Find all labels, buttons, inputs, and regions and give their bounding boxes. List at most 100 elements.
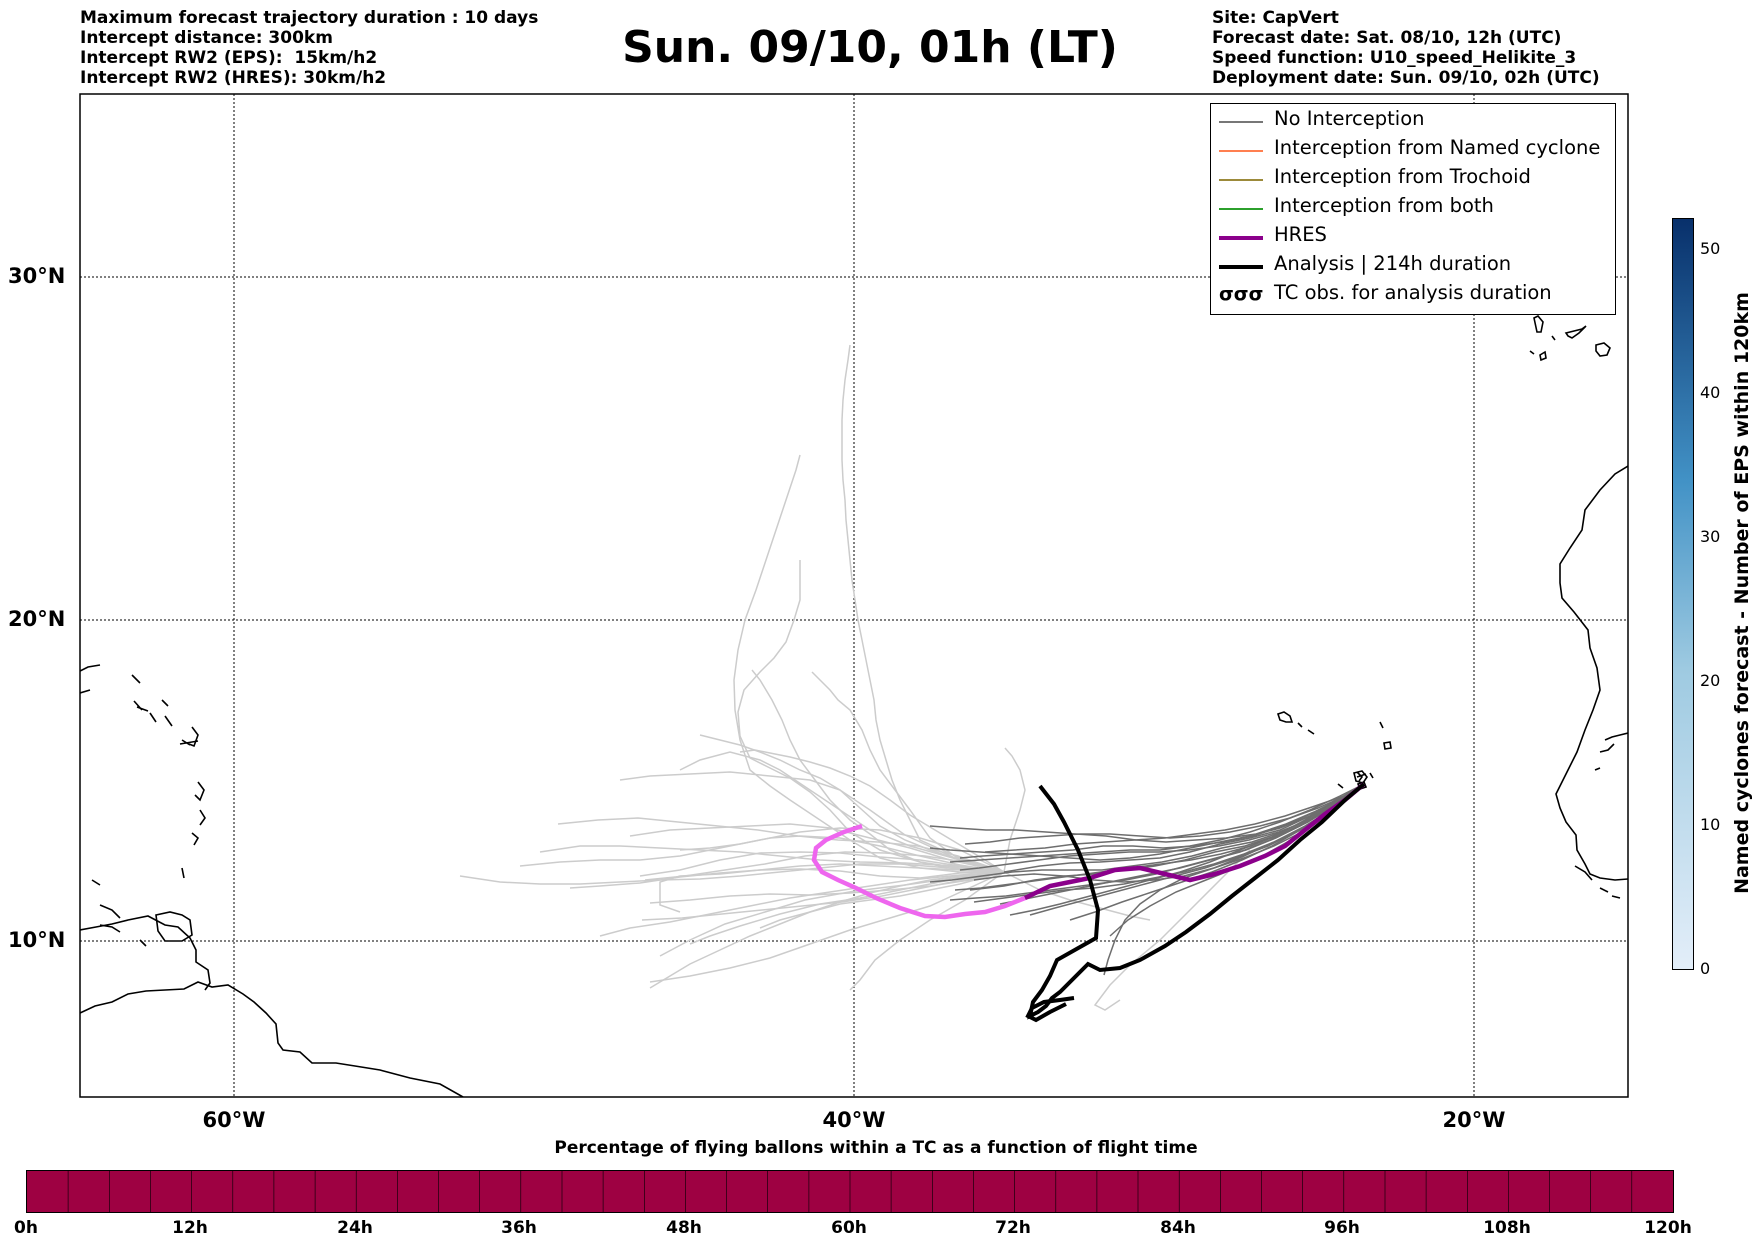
eps-track bbox=[659, 863, 1005, 913]
eps-track bbox=[679, 751, 1005, 873]
tc-symbol-icon: σσσ bbox=[1219, 283, 1264, 305]
eps-track bbox=[629, 823, 1005, 873]
eps-track bbox=[841, 344, 1005, 873]
analysis-loop bbox=[1025, 996, 1075, 1023]
time-tick: 84h bbox=[1160, 1218, 1196, 1238]
param-line: Intercept RW2 (HRES): 30km/h2 bbox=[80, 68, 387, 88]
param-line: Intercept distance: 300km bbox=[80, 28, 333, 48]
lon-label-20w: 20°W bbox=[1442, 1108, 1506, 1132]
fogo-island bbox=[1353, 770, 1368, 784]
colorbar-tick: 10 bbox=[1700, 815, 1721, 834]
eps-track bbox=[639, 851, 1005, 877]
lesser-antilles bbox=[99, 726, 206, 947]
colorbar-tick: 30 bbox=[1700, 527, 1721, 546]
time-tick: 0h bbox=[14, 1218, 38, 1238]
africa-islets bbox=[1574, 732, 1628, 899]
legend-swatch bbox=[1219, 236, 1263, 240]
page-title: Sun. 09/10, 01h (LT) bbox=[622, 22, 1118, 73]
legend-swatch bbox=[1219, 121, 1263, 123]
time-tick: 72h bbox=[995, 1218, 1031, 1238]
flight-time-colorbar-label: Percentage of flying ballons within a TC… bbox=[554, 1138, 1198, 1158]
site-info: Site: CapVert Forecast date: Sat. 08/10,… bbox=[1212, 8, 1600, 88]
eps-track bbox=[984, 783, 1365, 853]
site-line: Deployment date: Sun. 09/10, 02h (UTC) bbox=[1212, 68, 1600, 88]
time-tick: 48h bbox=[666, 1218, 702, 1238]
colorbar-tick: 40 bbox=[1700, 383, 1721, 402]
hres-trajectory-far bbox=[811, 823, 1026, 920]
time-tick: 24h bbox=[337, 1218, 373, 1238]
legend-swatch bbox=[1219, 208, 1263, 210]
time-tick: 108h bbox=[1483, 1218, 1531, 1238]
analysis-trajectory bbox=[1027, 782, 1366, 1020]
coastlines bbox=[80, 315, 1628, 1097]
eps-track bbox=[619, 771, 1005, 873]
caribbean-islands bbox=[80, 664, 199, 886]
map-legend: No Interception Interception from Named … bbox=[1210, 103, 1616, 315]
eps-track bbox=[739, 749, 1005, 873]
eps-track bbox=[679, 835, 1005, 873]
eps-track bbox=[929, 783, 1365, 861]
eps-track bbox=[599, 871, 1005, 937]
legend-item-named-cyclone: Interception from Named cyclone bbox=[1211, 136, 1611, 165]
site-line: Forecast date: Sat. 08/10, 12h (UTC) bbox=[1212, 28, 1562, 48]
legend-item-trochoid: Interception from Trochoid bbox=[1211, 165, 1611, 194]
lon-label-60w: 60°W bbox=[202, 1108, 266, 1132]
colorbar-tick: 20 bbox=[1700, 671, 1721, 690]
hres-trajectory bbox=[1024, 782, 1366, 901]
site-line: Site: CapVert bbox=[1212, 8, 1339, 28]
time-tick: 36h bbox=[501, 1218, 537, 1238]
forecast-parameters: Maximum forecast trajectory duration : 1… bbox=[80, 8, 538, 88]
param-line: Maximum forecast trajectory duration : 1… bbox=[80, 8, 539, 28]
trinidad-island bbox=[155, 911, 193, 942]
eps-track bbox=[569, 868, 1005, 889]
eps-track bbox=[659, 871, 1005, 957]
param-line: Intercept RW2 (EPS): 15km/h2 bbox=[80, 48, 378, 68]
lon-label-40w: 40°W bbox=[822, 1108, 886, 1132]
time-tick: 12h bbox=[172, 1218, 208, 1238]
flight-time-colorbar bbox=[26, 1170, 1674, 1213]
legend-label: HRES bbox=[1274, 223, 1327, 246]
eps-trajectories-far bbox=[459, 344, 1251, 1011]
legend-item-both: Interception from both bbox=[1211, 194, 1611, 223]
named-cyclones-colorbar bbox=[1672, 218, 1694, 970]
eps-track bbox=[811, 671, 1005, 873]
eps-track bbox=[929, 783, 1365, 843]
africa-coast bbox=[1555, 465, 1628, 881]
eps-track bbox=[649, 871, 1005, 983]
colorbar-ticks-marks bbox=[67, 1171, 1633, 1212]
time-tick: 96h bbox=[1324, 1218, 1360, 1238]
legend-item-no-interception: No Interception bbox=[1211, 107, 1611, 136]
eps-track bbox=[964, 783, 1365, 845]
time-tick: 60h bbox=[831, 1218, 867, 1238]
legend-item-tc-obs: σσσ TC obs. for analysis duration bbox=[1211, 281, 1611, 310]
legend-label: Interception from both bbox=[1274, 194, 1494, 217]
legend-label: Analysis | 214h duration bbox=[1274, 252, 1512, 275]
legend-item-hres: HRES bbox=[1211, 223, 1611, 252]
eps-track bbox=[759, 871, 1005, 929]
eps-track bbox=[644, 851, 1005, 881]
legend-item-analysis: Analysis | 214h duration bbox=[1211, 252, 1611, 281]
colorbar-tick: 0 bbox=[1700, 959, 1711, 978]
south-america-coast bbox=[80, 981, 464, 1097]
eps-track bbox=[954, 783, 1365, 891]
eps-track bbox=[849, 871, 1005, 991]
legend-label: Interception from Trochoid bbox=[1274, 165, 1531, 188]
time-tick: 120h bbox=[1644, 1218, 1692, 1238]
legend-swatch bbox=[1219, 179, 1263, 181]
eps-track bbox=[689, 871, 1005, 945]
cape-verde-santo-antao bbox=[1276, 711, 1294, 723]
site-line: Speed function: U10_speed_Helikite_3 bbox=[1212, 48, 1577, 68]
canary-islands bbox=[1529, 315, 1611, 362]
eps-track bbox=[459, 863, 1005, 885]
lat-label-10n: 10°N bbox=[8, 928, 66, 952]
eps-trajectories-near bbox=[929, 783, 1365, 976]
venezuela-coast bbox=[80, 915, 211, 991]
lat-label-30n: 30°N bbox=[8, 264, 66, 288]
legend-swatch bbox=[1219, 265, 1263, 269]
legend-swatch bbox=[1219, 150, 1263, 152]
legend-label: Interception from Named cyclone bbox=[1274, 136, 1601, 159]
legend-label: No Interception bbox=[1274, 107, 1425, 130]
legend-label: TC obs. for analysis duration bbox=[1274, 281, 1552, 304]
eps-track bbox=[733, 454, 1004, 873]
